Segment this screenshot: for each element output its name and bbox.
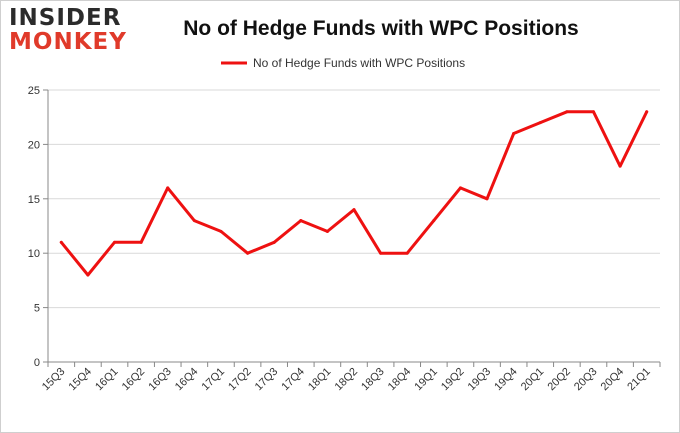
x-tick-label-16Q2: 16Q2 — [120, 366, 148, 394]
data-point-20Q1 — [538, 121, 542, 125]
x-tick-label-18Q3: 18Q3 — [359, 366, 387, 394]
y-axis: 0 5 10 15 20 25 — [28, 85, 49, 369]
legend-label: No of Hedge Funds with WPC Positions — [253, 56, 465, 70]
x-tick-label-17Q1: 17Q1 — [200, 366, 228, 394]
x-tick-label-16Q1: 16Q1 — [93, 366, 121, 394]
x-tick-label-18Q2: 18Q2 — [333, 366, 361, 394]
data-point-19Q4 — [512, 132, 516, 136]
data-point-20Q4 — [618, 164, 622, 168]
x-axis: 15Q3 15Q4 16Q1 16Q2 16Q3 16Q4 17Q1 17Q2 17Q3 17Q4… — [40, 361, 661, 394]
y-tick-label-0: 0 — [34, 357, 40, 369]
x-tick-label-20Q1: 20Q1 — [519, 366, 547, 394]
x-tick-label-20Q4: 20Q4 — [599, 366, 627, 394]
data-point-17Q1 — [219, 229, 223, 233]
y-tick-label-5: 5 — [34, 303, 40, 315]
grid-lines — [48, 89, 660, 363]
x-tick-label-17Q4: 17Q4 — [279, 366, 307, 394]
x-tick-label-15Q3: 15Q3 — [40, 366, 68, 394]
data-point-17Q3 — [272, 240, 276, 244]
x-tick-label-21Q1: 21Q1 — [625, 366, 653, 394]
data-point-18Q1 — [325, 229, 329, 233]
series-line-0 — [59, 110, 649, 277]
data-point-16Q4 — [192, 219, 196, 223]
data-point-21Q1 — [645, 110, 649, 114]
logo-top-text: INSIDER — [9, 5, 122, 31]
data-point-20Q2 — [565, 110, 569, 114]
data-point-17Q2 — [246, 251, 250, 255]
x-tick-label-15Q4: 15Q4 — [67, 366, 95, 394]
insider-monkey-logo: INSIDER MONKEY — [9, 7, 127, 54]
data-point-18Q3 — [379, 251, 383, 255]
y-tick-label-20: 20 — [28, 139, 40, 151]
data-point-16Q1 — [113, 240, 117, 244]
x-tick-label-16Q3: 16Q3 — [146, 366, 174, 394]
data-point-16Q3 — [166, 186, 170, 190]
data-point-15Q4 — [86, 273, 90, 277]
data-point-18Q4 — [405, 251, 409, 255]
data-point-19Q3 — [485, 197, 489, 201]
chart-title: No of Hedge Funds with WPC Positions — [183, 17, 579, 40]
data-point-17Q4 — [299, 219, 303, 223]
x-tick-label-19Q4: 19Q4 — [492, 366, 520, 394]
y-tick-label-10: 10 — [28, 248, 40, 260]
x-tick-label-20Q3: 20Q3 — [572, 366, 600, 394]
data-point-19Q1 — [432, 219, 436, 223]
data-point-16Q2 — [139, 240, 143, 244]
logo-bottom-text: MONKEY — [9, 29, 127, 55]
data-point-19Q2 — [458, 186, 462, 190]
series-group — [59, 110, 649, 277]
x-tick-label-20Q2: 20Q2 — [545, 366, 573, 394]
x-tick-label-19Q2: 19Q2 — [439, 366, 467, 394]
x-tick-label-16Q4: 16Q4 — [173, 366, 201, 394]
data-point-18Q2 — [352, 208, 356, 212]
x-tick-label-19Q1: 19Q1 — [412, 366, 440, 394]
x-tick-label-17Q3: 17Q3 — [253, 366, 281, 394]
y-tick-label-25: 25 — [28, 85, 40, 97]
legend: No of Hedge Funds with WPC Positions — [221, 56, 465, 70]
x-tick-label-18Q4: 18Q4 — [386, 366, 414, 394]
data-point-15Q3 — [59, 240, 63, 244]
data-point-20Q3 — [591, 110, 595, 114]
x-tick-label-19Q3: 19Q3 — [466, 366, 494, 394]
y-tick-label-15: 15 — [28, 194, 40, 206]
x-tick-label-18Q1: 18Q1 — [306, 366, 334, 394]
x-tick-label-17Q2: 17Q2 — [226, 366, 254, 394]
